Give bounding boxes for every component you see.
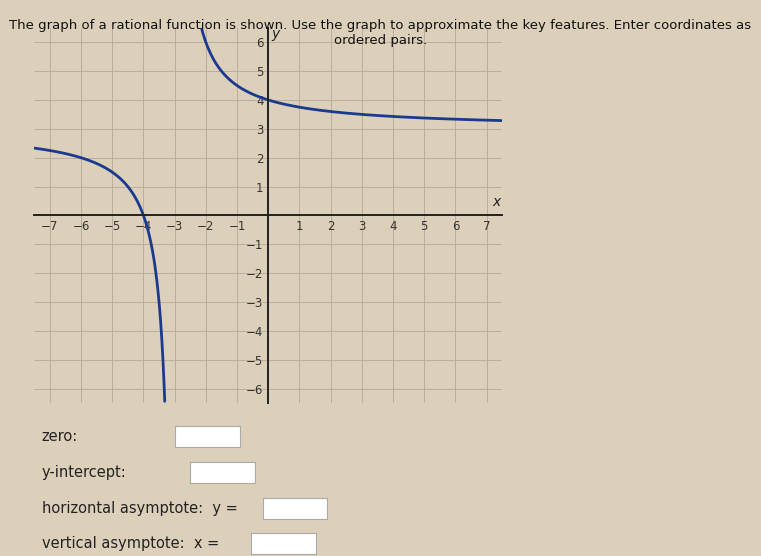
Text: The graph of a rational function is shown. Use the graph to approximate the key : The graph of a rational function is show… xyxy=(9,19,752,47)
Text: vertical asymptote:  x =: vertical asymptote: x = xyxy=(42,537,219,551)
Text: y: y xyxy=(271,27,279,41)
Text: x: x xyxy=(492,196,500,210)
Text: y-intercept:: y-intercept: xyxy=(42,465,126,480)
Text: zero:: zero: xyxy=(42,429,78,444)
Text: horizontal asymptote:  y =: horizontal asymptote: y = xyxy=(42,502,237,516)
